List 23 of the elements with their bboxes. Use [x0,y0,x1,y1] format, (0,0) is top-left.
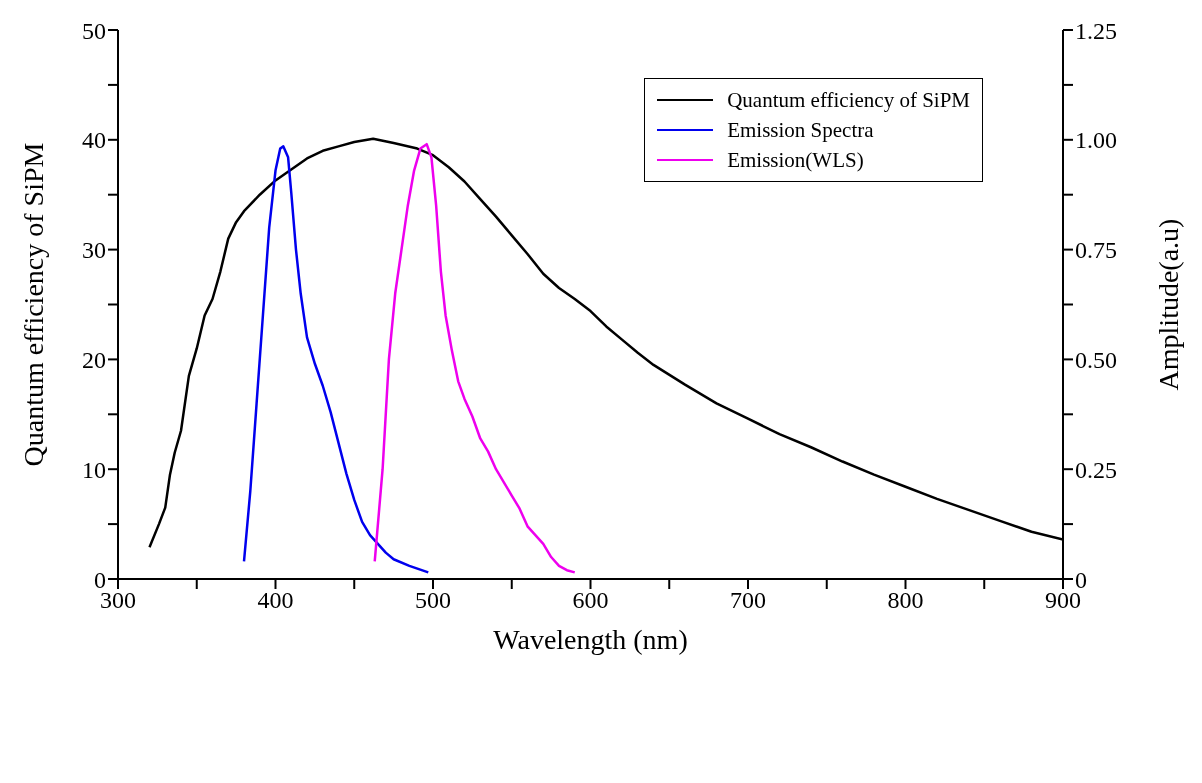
x-tick-label: 400 [257,587,294,614]
y-tick-label: 50 [82,17,106,44]
y2-axis-title: Amplitude(a.u) [1152,218,1184,391]
y-tick-label: 10 [82,456,106,483]
y2-tick-label: 0.25 [1075,456,1117,483]
y-tick-label: 40 [82,127,106,154]
x-tick-label: 800 [887,587,924,614]
x-axis-title: Wavelength (nm) [493,624,688,655]
legend-label: Emission Spectra [727,117,874,143]
legend-label: Emission(WLS) [727,147,864,173]
y-tick-label: 20 [82,346,106,373]
x-tick-label: 700 [730,587,766,614]
x-tick-label: 600 [572,587,609,614]
x-tick-label: 500 [415,587,451,614]
line-series [373,142,576,574]
legend-label: Quantum efficiency of SiPM [727,87,970,113]
line-series [242,145,430,574]
y2-tick-label: 0.50 [1075,346,1117,373]
y2-tick-label: 1.00 [1075,127,1117,154]
y-axis-title: Quantum efficiency of SiPM [17,142,49,467]
y-tick-label: 30 [82,237,106,264]
y2-tick-label: 1.25 [1075,17,1117,44]
y2-tick-label: 0.75 [1075,237,1117,264]
